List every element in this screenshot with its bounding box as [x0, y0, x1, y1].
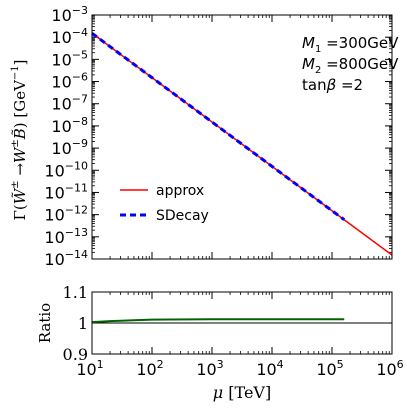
x-tick-label: 105 [316, 358, 343, 379]
ratio-y-tick-label: 1 [78, 314, 88, 333]
ratio-series [91, 318, 392, 324]
x-tick-label: 103 [196, 358, 223, 379]
series-line-sdecay [91, 32, 346, 221]
main-series [91, 32, 393, 256]
main-y-tick-label: 10−12 [44, 204, 88, 225]
main-y-tick-label: 10−9 [51, 137, 88, 158]
main-y-tick-label: 10−4 [51, 26, 88, 47]
main-y-tick-label: 10−5 [51, 48, 88, 69]
legend: approx SDecay [120, 183, 209, 224]
ratio-y-tick-label: 1.1 [63, 283, 88, 302]
annotation-m2: M2 =800GeV [302, 55, 399, 76]
main-panel: 10−310−410−510−610−710−810−910−1010−1110… [10, 4, 399, 269]
main-y-tick-label: 10−6 [51, 71, 88, 92]
ratio-panel: 0.9 1 1.1 101 102 103 104 105 106 Ratio μ [TeV] [36, 283, 404, 402]
main-y-axis-label: Γ(W̃± →W±B̃) [GeV−1] [10, 59, 29, 220]
main-y-tick-label: 10−13 [44, 226, 88, 247]
main-plot-frame [91, 14, 393, 260]
main-y-tick-label: 10−11 [44, 181, 88, 202]
annotation-tanbeta: tanβ =2 [302, 76, 363, 94]
main-y-tick-label: 10−10 [44, 159, 88, 180]
ratio-plot-frame [91, 291, 393, 355]
main-y-tick-label: 10−8 [51, 115, 88, 136]
ratio-y-axis-label: Ratio [36, 303, 54, 343]
annotation-m1: M1 =300GeV [302, 34, 399, 55]
parameter-annotation: M1 =300GeV M2 =800GeV tanβ =2 [302, 34, 399, 94]
x-axis-label: μ [TeV] [213, 383, 271, 402]
main-y-tick-label: 10−7 [51, 93, 88, 114]
legend-label-approx: approx [156, 183, 204, 199]
x-tick-label: 102 [136, 358, 163, 379]
x-tick-label: 101 [76, 358, 103, 379]
ratio-y-tick-label: 0.9 [63, 345, 88, 364]
main-y-tick-label: 10−14 [44, 248, 88, 269]
main-y-tick-label: 10−3 [51, 4, 88, 25]
ratio-x-axis: 101 102 103 104 105 106 [76, 292, 404, 379]
x-tick-label: 104 [256, 358, 283, 379]
legend-label-sdecay: SDecay [156, 208, 209, 224]
ratio-series-line [91, 318, 345, 324]
x-tick-label: 106 [376, 358, 403, 379]
